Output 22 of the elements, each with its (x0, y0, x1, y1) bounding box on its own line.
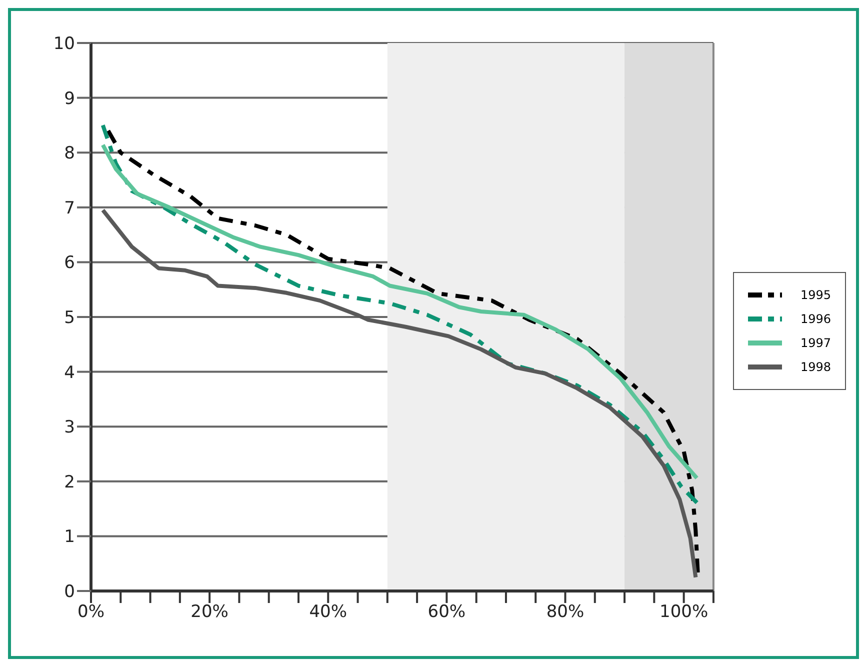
y-tick-label: 4 (64, 362, 75, 383)
y-tick-label: 2 (64, 472, 75, 492)
y-tick-label: 3 (64, 418, 75, 438)
x-tick-label: 40% (309, 602, 348, 622)
y-tick-label: 5 (64, 308, 75, 328)
x-tick-label: 0% (78, 602, 104, 622)
legend-label: 1997 (800, 336, 831, 350)
y-tick-label: 7 (64, 198, 75, 218)
line-series (100, 208, 698, 580)
legend-label: 1996 (800, 312, 831, 326)
y-tick-label: 1 (64, 527, 75, 548)
legend-label: 1995 (800, 288, 831, 302)
x-tick-label: 20% (190, 602, 228, 622)
y-tick-label: 10 (53, 34, 75, 54)
x-tick-label: 100% (660, 602, 708, 622)
y-tick-label: 9 (64, 88, 75, 109)
x-tick-label: 60% (428, 602, 466, 622)
y-tick-label: 8 (64, 144, 75, 164)
x-tick-label: 80% (546, 602, 584, 622)
y-tick-label: 6 (64, 253, 75, 274)
legend-label: 1998 (800, 360, 831, 374)
y-tick-label: 0 (64, 582, 75, 602)
